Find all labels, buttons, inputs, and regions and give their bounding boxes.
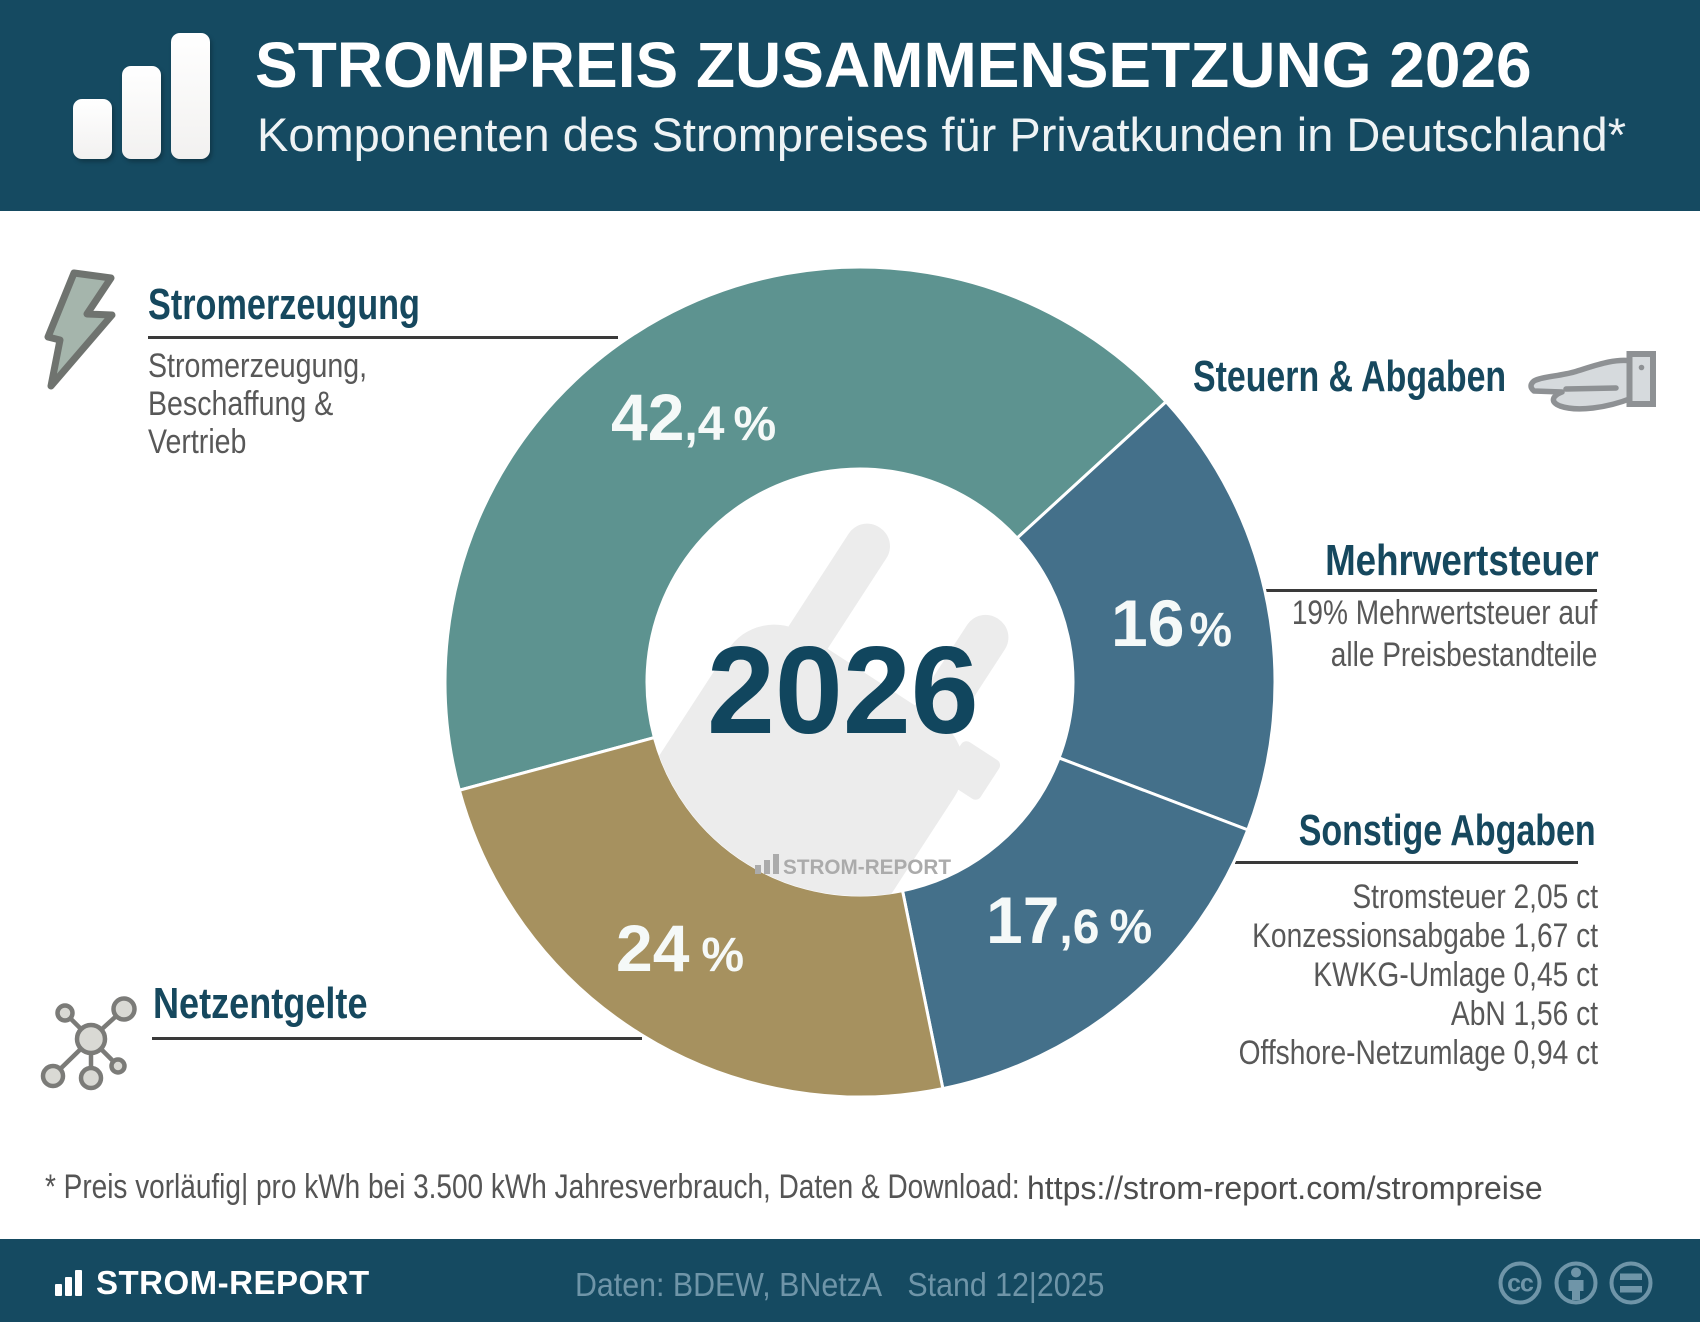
svg-text:cc: cc [1507, 1270, 1534, 1298]
svg-text:STROM-REPORT: STROM-REPORT [783, 856, 951, 879]
